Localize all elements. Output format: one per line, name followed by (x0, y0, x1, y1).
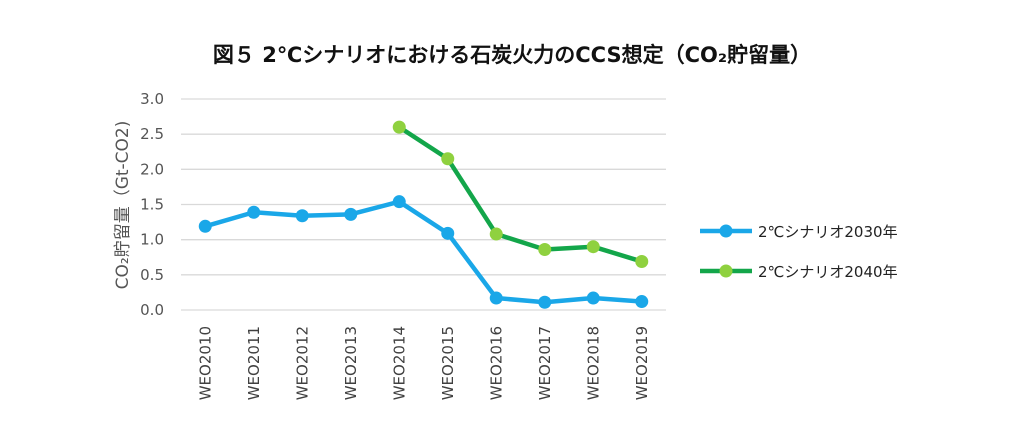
y-tick-label: 3.0 (140, 90, 164, 108)
y-tick-label: 1.5 (140, 196, 164, 214)
x-tick-label: WEO2015 (439, 326, 457, 400)
x-tick-label: WEO2017 (536, 326, 554, 400)
data-point (344, 207, 358, 221)
y-tick-label: 2.0 (140, 160, 164, 178)
chart-title: 図５ 2℃シナリオにおける石炭火力のCCS想定（CO₂貯留量） (213, 43, 811, 67)
series-1 (198, 195, 649, 309)
y-axis-label: CO₂貯留量（Gt-CO2) (113, 121, 133, 290)
x-tick-label: WEO2016 (487, 326, 505, 400)
x-tick-label: WEO2018 (584, 326, 602, 400)
data-point (635, 295, 649, 309)
y-tick-label: 1.0 (140, 231, 164, 249)
data-point (198, 219, 212, 233)
y-tick-label: 2.5 (140, 125, 164, 143)
legend-item: 2℃シナリオ2040年 (700, 263, 898, 281)
data-point (489, 291, 503, 305)
legend-marker (719, 224, 733, 238)
x-axis-ticks: WEO2010 WEO2011 WEO2012 WEO2013 WEO2014 WEO20… (196, 326, 651, 400)
series-line (203, 199, 644, 305)
data-point (489, 227, 503, 241)
data-point (295, 209, 309, 223)
data-point (247, 205, 261, 219)
data-point (538, 295, 552, 309)
legend-label: 2℃シナリオ2030年 (758, 223, 898, 241)
data-point (586, 240, 600, 254)
y-tick-label: 0.5 (140, 266, 164, 284)
x-tick-label: WEO2012 (293, 326, 311, 400)
data-point (586, 291, 600, 305)
y-axis-ticks: 0.0 0.5 1.0 1.5 2.0 2.5 3.0 (140, 90, 164, 319)
legend-item: 2℃シナリオ2030年 (700, 223, 898, 241)
data-point (635, 254, 649, 268)
legend-marker (719, 264, 733, 278)
series-line (397, 124, 644, 264)
data-point (441, 226, 455, 240)
y-tick-label: 0.0 (140, 301, 164, 319)
data-point (392, 120, 406, 134)
series-2 (392, 120, 649, 268)
data-point (538, 243, 552, 257)
data-point (392, 195, 406, 209)
x-tick-label: WEO2014 (390, 326, 408, 400)
x-tick-label: WEO2019 (633, 326, 651, 400)
legend: 2℃シナリオ2030年 2℃シナリオ2040年 (700, 223, 898, 281)
gridlines (181, 98, 666, 311)
x-tick-label: WEO2013 (342, 326, 360, 400)
x-tick-label: WEO2011 (245, 326, 263, 400)
legend-label: 2℃シナリオ2040年 (758, 263, 898, 281)
x-tick-label: WEO2010 (196, 326, 214, 400)
data-point (441, 152, 455, 166)
series-layer (198, 120, 649, 309)
